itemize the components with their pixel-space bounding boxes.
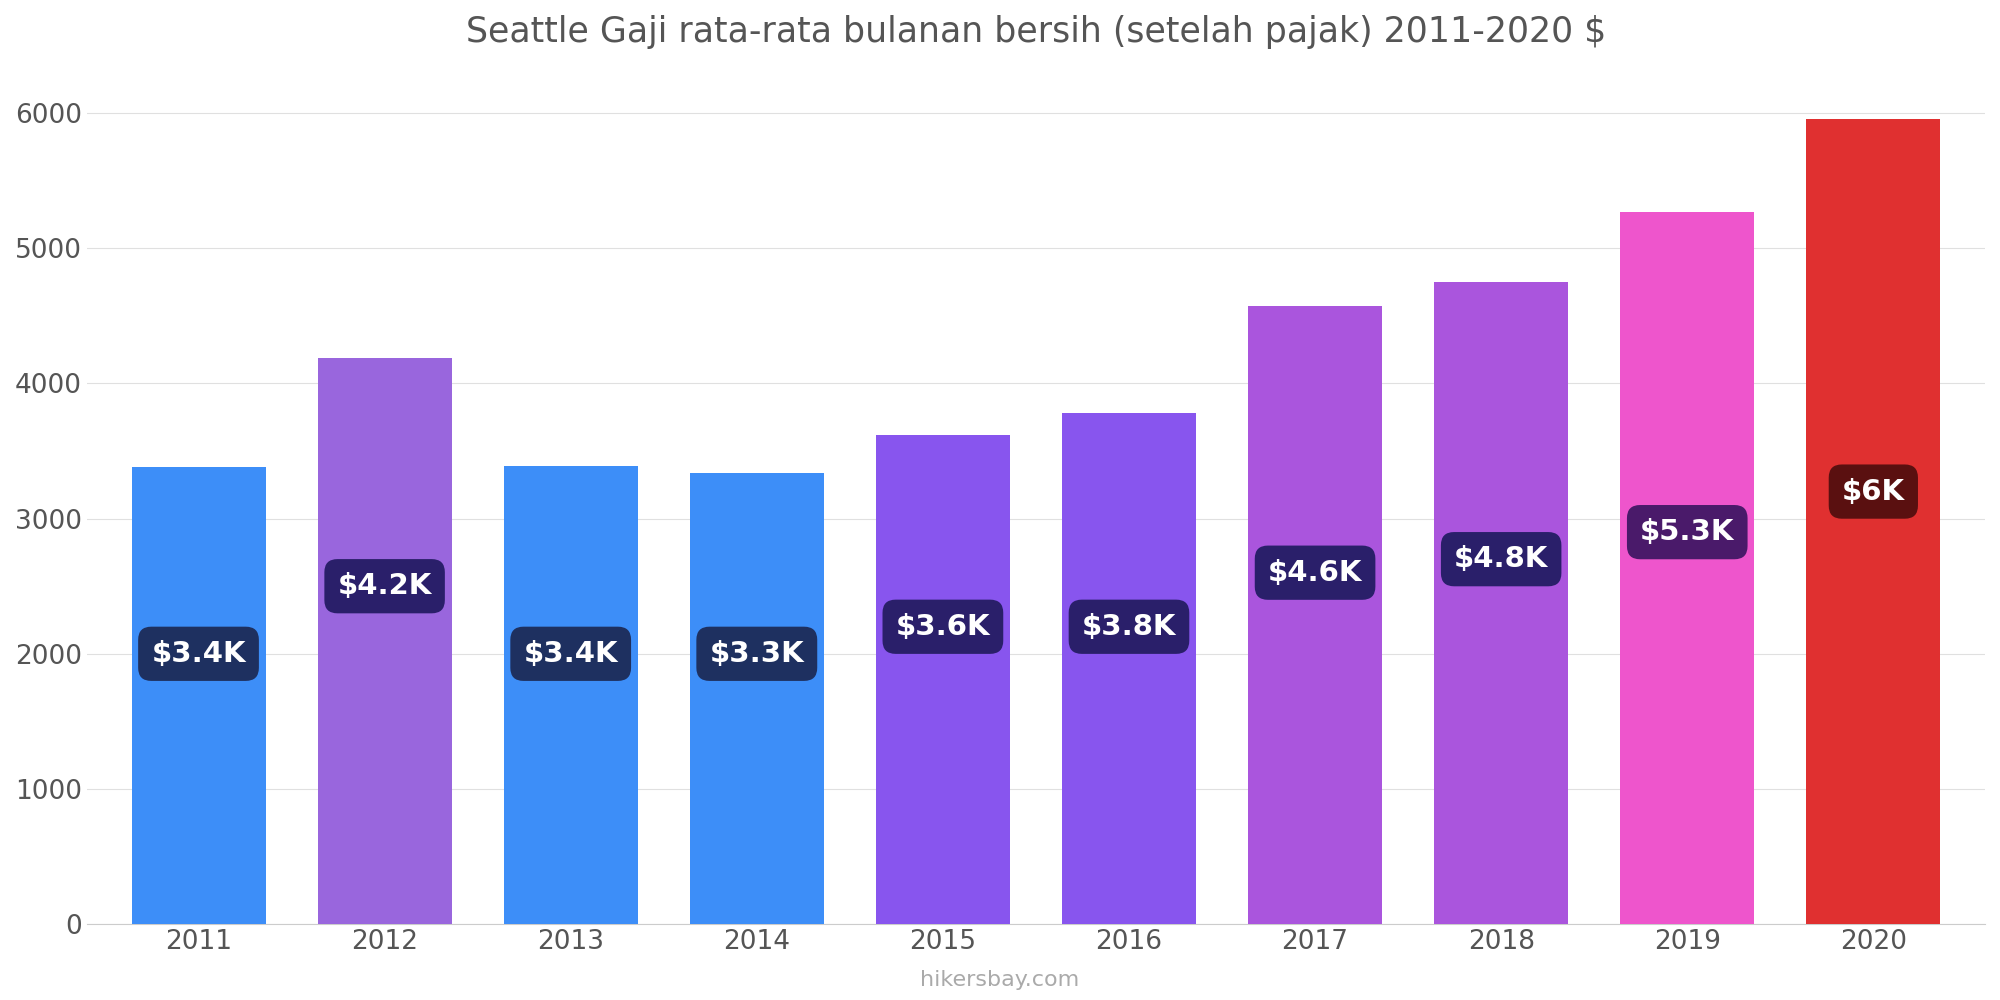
Text: hikersbay.com: hikersbay.com: [920, 970, 1080, 990]
Text: $4.8K: $4.8K: [1454, 545, 1548, 573]
Text: $6K: $6K: [1842, 478, 1904, 506]
Text: $3.4K: $3.4K: [152, 640, 246, 668]
Text: $4.2K: $4.2K: [338, 572, 432, 600]
Title: Seattle Gaji rata-rata bulanan bersih (setelah pajak) 2011-2020 $: Seattle Gaji rata-rata bulanan bersih (s…: [466, 15, 1606, 49]
Bar: [1806, 119, 1940, 924]
Bar: [1248, 306, 1382, 924]
Bar: [876, 435, 1010, 924]
Bar: [1620, 212, 1754, 924]
Text: $3.4K: $3.4K: [524, 640, 618, 668]
Text: $3.8K: $3.8K: [1082, 613, 1176, 641]
Bar: [1434, 282, 1568, 924]
Text: $3.3K: $3.3K: [710, 640, 804, 668]
Bar: [504, 466, 638, 924]
Text: $5.3K: $5.3K: [1640, 518, 1734, 546]
Bar: [318, 358, 452, 924]
Bar: [1062, 413, 1196, 924]
Text: $4.6K: $4.6K: [1268, 559, 1362, 587]
Bar: [132, 467, 266, 924]
Text: $3.6K: $3.6K: [896, 613, 990, 641]
Bar: [690, 473, 824, 924]
